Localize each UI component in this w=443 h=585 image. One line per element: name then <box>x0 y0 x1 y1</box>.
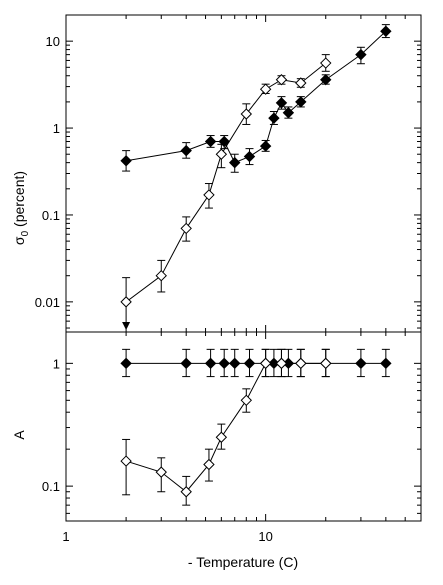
y-tick-label: 1 <box>53 356 60 371</box>
x-axis-label: - Temperature (C) <box>188 554 298 570</box>
top-y-axis-label: σ0 (percent) <box>11 171 31 245</box>
sigma-symbol: σ <box>11 236 27 245</box>
filled-series-point <box>229 156 241 169</box>
open-series-point <box>259 83 272 95</box>
bottom-plot-area <box>120 348 392 506</box>
filled-series-point <box>218 135 230 148</box>
open-series-point <box>295 77 307 89</box>
open-series-point <box>240 394 253 407</box>
open-series-point <box>180 486 192 498</box>
top-plot-area <box>120 24 392 331</box>
y-axis-label-text: (percent) <box>11 171 27 231</box>
filled-series-point <box>229 357 241 370</box>
open-series-point <box>320 357 332 370</box>
open-series-point <box>155 269 167 282</box>
open-series-point <box>275 357 288 370</box>
y-tick-label: 10 <box>46 34 60 49</box>
open-series-point <box>155 466 167 478</box>
open-series-point <box>215 431 228 443</box>
bottom-axis-ticks: 1 10 0.1 1 <box>42 332 422 544</box>
filled-series-point <box>380 25 392 37</box>
y-tick-label: 0.1 <box>42 479 60 494</box>
y-tick-label: 0.01 <box>35 295 60 310</box>
filled-series-point <box>204 135 217 148</box>
y-tick-label: 0.1 <box>42 208 60 223</box>
open-series-point <box>120 455 132 467</box>
open-series-point <box>203 189 215 201</box>
filled-series-point <box>204 357 217 370</box>
filled-series-line <box>126 30 387 164</box>
open-series-point <box>120 296 132 308</box>
bottom-panel-frame <box>65 331 422 522</box>
sigma-subscript: 0 <box>20 230 31 236</box>
bottom-y-axis-label: A <box>11 430 27 440</box>
open-series-point <box>240 108 253 120</box>
filled-series-point <box>295 96 307 108</box>
open-series-point <box>180 222 192 235</box>
filled-series-point <box>259 140 272 152</box>
open-series-point <box>295 357 307 370</box>
open-series-point <box>259 357 272 370</box>
limit-arrow <box>122 322 131 331</box>
filled-series-point <box>320 74 332 86</box>
filled-series-point <box>275 97 288 109</box>
open-series-line <box>125 62 327 303</box>
filled-series-point <box>180 357 192 370</box>
x-tick-label: 10 <box>258 529 272 544</box>
filled-series-point <box>218 357 230 370</box>
filled-series-point <box>243 150 256 163</box>
y-tick-label: 1 <box>53 121 60 136</box>
x-tick-label: 1 <box>62 529 69 544</box>
filled-series-point <box>282 107 295 119</box>
open-series-point <box>203 458 215 471</box>
top-axis-ticks: 0.01 0.1 1 10 <box>35 14 422 332</box>
filled-series-point <box>180 144 192 157</box>
filled-series-point <box>268 112 280 124</box>
open-series-line <box>125 362 326 493</box>
open-series-point <box>215 148 228 160</box>
open-series-point <box>275 74 288 86</box>
top-panel-frame <box>65 14 422 333</box>
filled-series-point <box>355 48 367 61</box>
filled-series-point <box>243 357 256 370</box>
filled-series-point <box>120 357 132 370</box>
open-series-point <box>320 57 332 69</box>
filled-series-point <box>120 155 132 167</box>
filled-series-point <box>355 357 367 370</box>
filled-series-point <box>380 357 392 370</box>
